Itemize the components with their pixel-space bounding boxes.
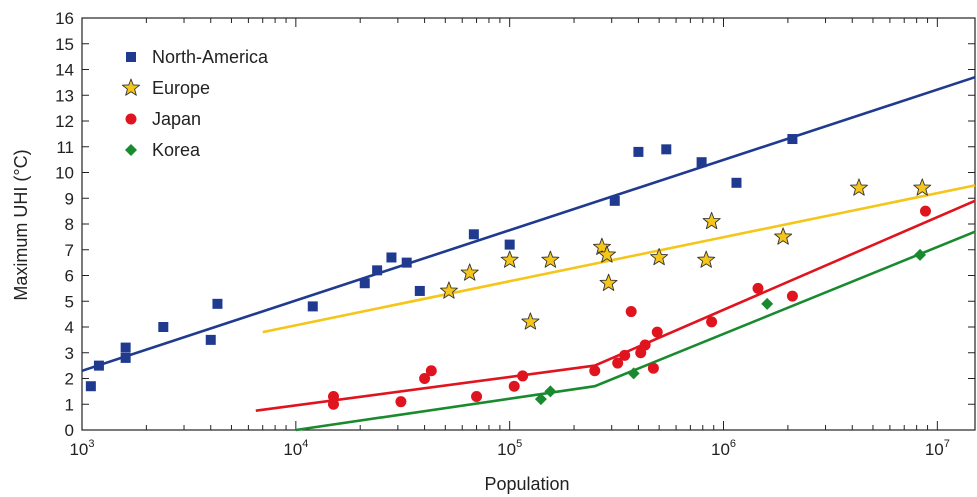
japan-point xyxy=(706,316,718,328)
japan-point xyxy=(425,365,437,377)
korea-point xyxy=(627,367,640,380)
north-america-point xyxy=(386,252,397,263)
y-tick-label: 7 xyxy=(65,241,74,260)
japan-point xyxy=(471,391,483,403)
y-tick-label: 15 xyxy=(55,35,74,54)
korea-fit-line xyxy=(295,230,976,432)
europe-point xyxy=(439,281,458,299)
japan-point xyxy=(327,398,339,410)
y-tick-label: 6 xyxy=(65,267,74,286)
north-america-point xyxy=(633,146,644,157)
north-america-point xyxy=(85,381,96,392)
europe-point xyxy=(597,245,616,263)
japan-point xyxy=(589,365,601,377)
points-layer xyxy=(85,134,932,410)
europe-point xyxy=(697,250,716,268)
legend-marker-north-america xyxy=(126,52,136,62)
japan-point xyxy=(786,290,798,302)
x-tick-label: 104 xyxy=(283,438,308,459)
north-america-fit-line xyxy=(81,75,976,373)
y-tick-label: 5 xyxy=(65,292,74,311)
y-tick-label: 10 xyxy=(55,164,74,183)
y-tick-label: 14 xyxy=(55,61,74,80)
y-tick-label: 4 xyxy=(65,318,74,337)
korea-point xyxy=(544,385,557,398)
y-tick-label: 11 xyxy=(56,138,74,157)
y-tick-label: 12 xyxy=(55,112,74,131)
japan-point xyxy=(752,282,764,294)
north-america-point xyxy=(359,278,370,289)
europe-point xyxy=(849,178,868,196)
x-tick-label: 106 xyxy=(711,438,736,459)
y-tick-label: 8 xyxy=(65,215,74,234)
legend-label-europe: Europe xyxy=(152,78,210,98)
north-america-point xyxy=(307,301,318,312)
europe-point xyxy=(460,263,479,281)
europe-point xyxy=(650,248,669,266)
fit-lines-layer xyxy=(81,75,976,432)
north-america-point xyxy=(661,144,672,155)
japan-point xyxy=(419,373,431,384)
japan-point xyxy=(327,391,339,403)
europe-point xyxy=(521,312,540,330)
north-america-point xyxy=(212,298,223,309)
north-america-point xyxy=(401,257,412,268)
x-tick-label: 107 xyxy=(925,438,950,459)
europe-point xyxy=(541,250,560,268)
legend-label-north-america: North-America xyxy=(152,47,269,67)
north-america-point xyxy=(120,352,131,363)
north-america-point xyxy=(414,285,425,296)
y-tick-label: 0 xyxy=(65,421,74,440)
europe-point xyxy=(702,211,721,230)
legend-marker-korea xyxy=(125,144,137,156)
legend-marker-europe xyxy=(121,78,141,96)
europe-fit-line xyxy=(262,184,976,334)
north-america-point xyxy=(609,195,620,206)
north-america-point xyxy=(205,334,216,345)
legend-label-korea: Korea xyxy=(152,140,201,160)
japan-point xyxy=(639,339,651,351)
japan-point xyxy=(612,357,624,369)
europe-point xyxy=(599,273,618,291)
y-tick-label: 9 xyxy=(65,189,74,208)
north-america-point xyxy=(158,322,169,332)
legend-marker-japan xyxy=(125,113,137,125)
north-america-point xyxy=(696,157,707,168)
japan-point xyxy=(625,306,637,318)
y-tick-label: 3 xyxy=(65,344,74,363)
europe-point xyxy=(913,178,932,196)
y-tick-label: 16 xyxy=(55,9,74,28)
north-america-point xyxy=(372,265,383,276)
x-tick-label: 103 xyxy=(69,438,94,459)
japan-point xyxy=(919,205,931,217)
north-america-point xyxy=(787,134,798,145)
korea-point xyxy=(534,393,547,406)
korea-point xyxy=(761,297,774,310)
japan-point xyxy=(647,362,659,374)
europe-point xyxy=(774,227,793,245)
north-america-point xyxy=(504,239,515,250)
japan-point xyxy=(508,380,520,392)
japan-point xyxy=(619,349,631,361)
y-axis-title: Maximum UHI (°C) xyxy=(11,149,31,300)
north-america-point xyxy=(731,177,742,188)
korea-point xyxy=(914,248,927,261)
north-america-point xyxy=(120,342,131,353)
x-axis-title: Population xyxy=(484,474,569,494)
north-america-point xyxy=(93,360,104,371)
europe-point xyxy=(592,237,611,255)
japan-point xyxy=(651,326,663,338)
y-tick-label: 2 xyxy=(65,370,74,389)
legend: North-America Europe Japan Korea xyxy=(121,47,269,160)
north-america-point xyxy=(468,229,479,240)
x-tick-label: 105 xyxy=(497,438,522,459)
europe-point xyxy=(500,250,519,268)
y-tick-label: 13 xyxy=(55,86,74,105)
y-tick-label: 1 xyxy=(65,395,74,414)
legend-label-japan: Japan xyxy=(152,109,201,129)
japan-point xyxy=(517,370,529,382)
japan-point xyxy=(395,396,407,408)
